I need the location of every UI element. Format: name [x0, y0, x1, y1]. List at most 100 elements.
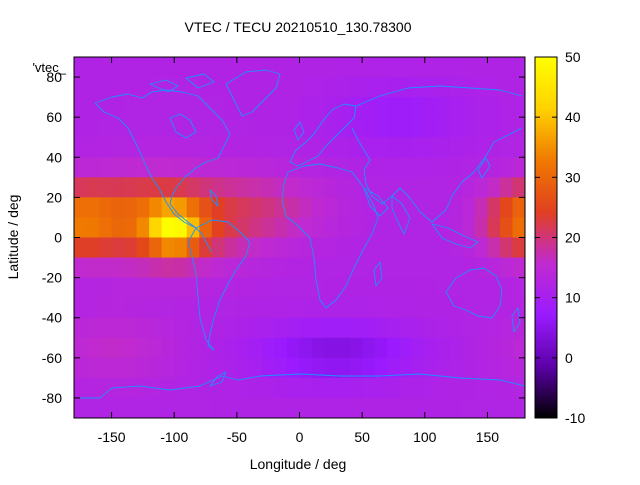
heatmap-cell: [324, 117, 338, 138]
heatmap-cell: [362, 197, 376, 219]
heatmap-cell: [387, 197, 401, 219]
heatmap-cell: [387, 77, 401, 98]
heatmap-cell: [412, 137, 426, 158]
heatmap-cell: [299, 397, 313, 418]
heatmap-cell: [474, 57, 489, 78]
heatmap-cell: [424, 177, 438, 198]
heatmap-cell: [399, 377, 413, 399]
heatmap-cell: [274, 97, 288, 118]
heatmap-cell: [199, 97, 213, 118]
y-tick-label: -80: [42, 390, 62, 406]
heatmap-cell: [74, 257, 88, 279]
colorbar-tick-label: -10: [565, 410, 585, 426]
heatmap-cell: [86, 77, 100, 98]
heatmap-cell: [374, 177, 388, 198]
heatmap-cells: [74, 57, 525, 418]
heatmap-cell: [261, 77, 276, 98]
heatmap-cell: [161, 277, 175, 299]
heatmap-cell: [499, 377, 514, 399]
heatmap-cell: [236, 377, 250, 399]
heatmap-cell: [512, 237, 525, 259]
heatmap-cell: [499, 77, 514, 98]
heatmap-cell: [261, 97, 276, 118]
heatmap-cell: [424, 97, 438, 118]
heatmap-cell: [412, 157, 426, 178]
heatmap-cell: [324, 237, 338, 259]
heatmap-cell: [99, 237, 113, 259]
heatmap-cell: [261, 197, 276, 219]
heatmap-cell: [174, 257, 188, 279]
heatmap-cell: [236, 357, 250, 379]
heatmap-cell: [362, 217, 376, 239]
heatmap-cell: [199, 317, 213, 339]
heatmap-cell: [337, 377, 351, 399]
heatmap-cell: [324, 197, 338, 219]
heatmap-cell: [261, 117, 276, 138]
heatmap-cell: [111, 317, 125, 339]
heatmap-cell: [211, 137, 225, 158]
heatmap-cell: [136, 197, 150, 219]
heatmap-cell: [449, 377, 463, 399]
heatmap-cell: [74, 77, 88, 98]
heatmap-cell: [261, 377, 276, 399]
heatmap-cell: [449, 317, 463, 339]
heatmap-cell: [449, 177, 463, 198]
heatmap-cell: [99, 377, 113, 399]
heatmap-cell: [261, 157, 276, 178]
coastline-south-america: [187, 219, 251, 351]
heatmap-cell: [124, 117, 138, 138]
heatmap-cell: [312, 297, 326, 319]
heatmap-cell: [186, 377, 200, 399]
heatmap-cell: [124, 217, 138, 239]
heatmap-cell: [174, 297, 188, 319]
heatmap-cell: [387, 137, 401, 158]
heatmap-cell: [374, 237, 388, 259]
heatmap-cell: [211, 317, 225, 339]
heatmap-cell: [149, 357, 163, 379]
heatmap-cell: [424, 397, 438, 418]
heatmap-cell: [286, 137, 301, 158]
heatmap-cell: [236, 317, 250, 339]
heatmap-cell: [74, 57, 88, 78]
heatmap-cell: [286, 157, 301, 178]
heatmap-cell: [224, 297, 238, 319]
heatmap-cell: [487, 397, 501, 418]
heatmap-cell: [312, 277, 326, 299]
heatmap-cell: [374, 217, 388, 239]
heatmap-cell: [324, 337, 338, 359]
heatmap-cell: [412, 297, 426, 319]
heatmap-cell: [224, 317, 238, 339]
heatmap-cell: [499, 57, 514, 78]
heatmap-cell: [324, 177, 338, 198]
heatmap-cell: [286, 77, 301, 98]
heatmap-cell: [499, 337, 514, 359]
heatmap-cell: [111, 117, 125, 138]
heatmap-cell: [149, 97, 163, 118]
heatmap-cell: [337, 177, 351, 198]
heatmap-cell: [111, 277, 125, 299]
heatmap-cell: [487, 297, 501, 319]
heatmap-cell: [286, 217, 301, 239]
heatmap-cell: [124, 197, 138, 219]
heatmap-cell: [274, 277, 288, 299]
heatmap-cell: [174, 317, 188, 339]
heatmap-cell: [261, 357, 276, 379]
heatmap-cell: [161, 257, 175, 279]
heatmap-cell: [437, 397, 451, 418]
heatmap-cell: [349, 57, 363, 78]
heatmap-cell: [224, 197, 238, 219]
heatmap-cell: [374, 277, 388, 299]
heatmap-cell: [337, 157, 351, 178]
heatmap-cell: [312, 57, 326, 78]
heatmap-cell: [387, 317, 401, 339]
heatmap-cell: [99, 257, 113, 279]
heatmap-cell: [474, 377, 489, 399]
heatmap-cell: [474, 297, 489, 319]
heatmap-cell: [261, 337, 276, 359]
heatmap-cell: [111, 237, 125, 259]
heatmap-cell: [324, 57, 338, 78]
heatmap-cell: [236, 257, 250, 279]
heatmap-cell: [487, 177, 501, 198]
heatmap-cell: [149, 337, 163, 359]
heatmap-cell: [186, 77, 200, 98]
